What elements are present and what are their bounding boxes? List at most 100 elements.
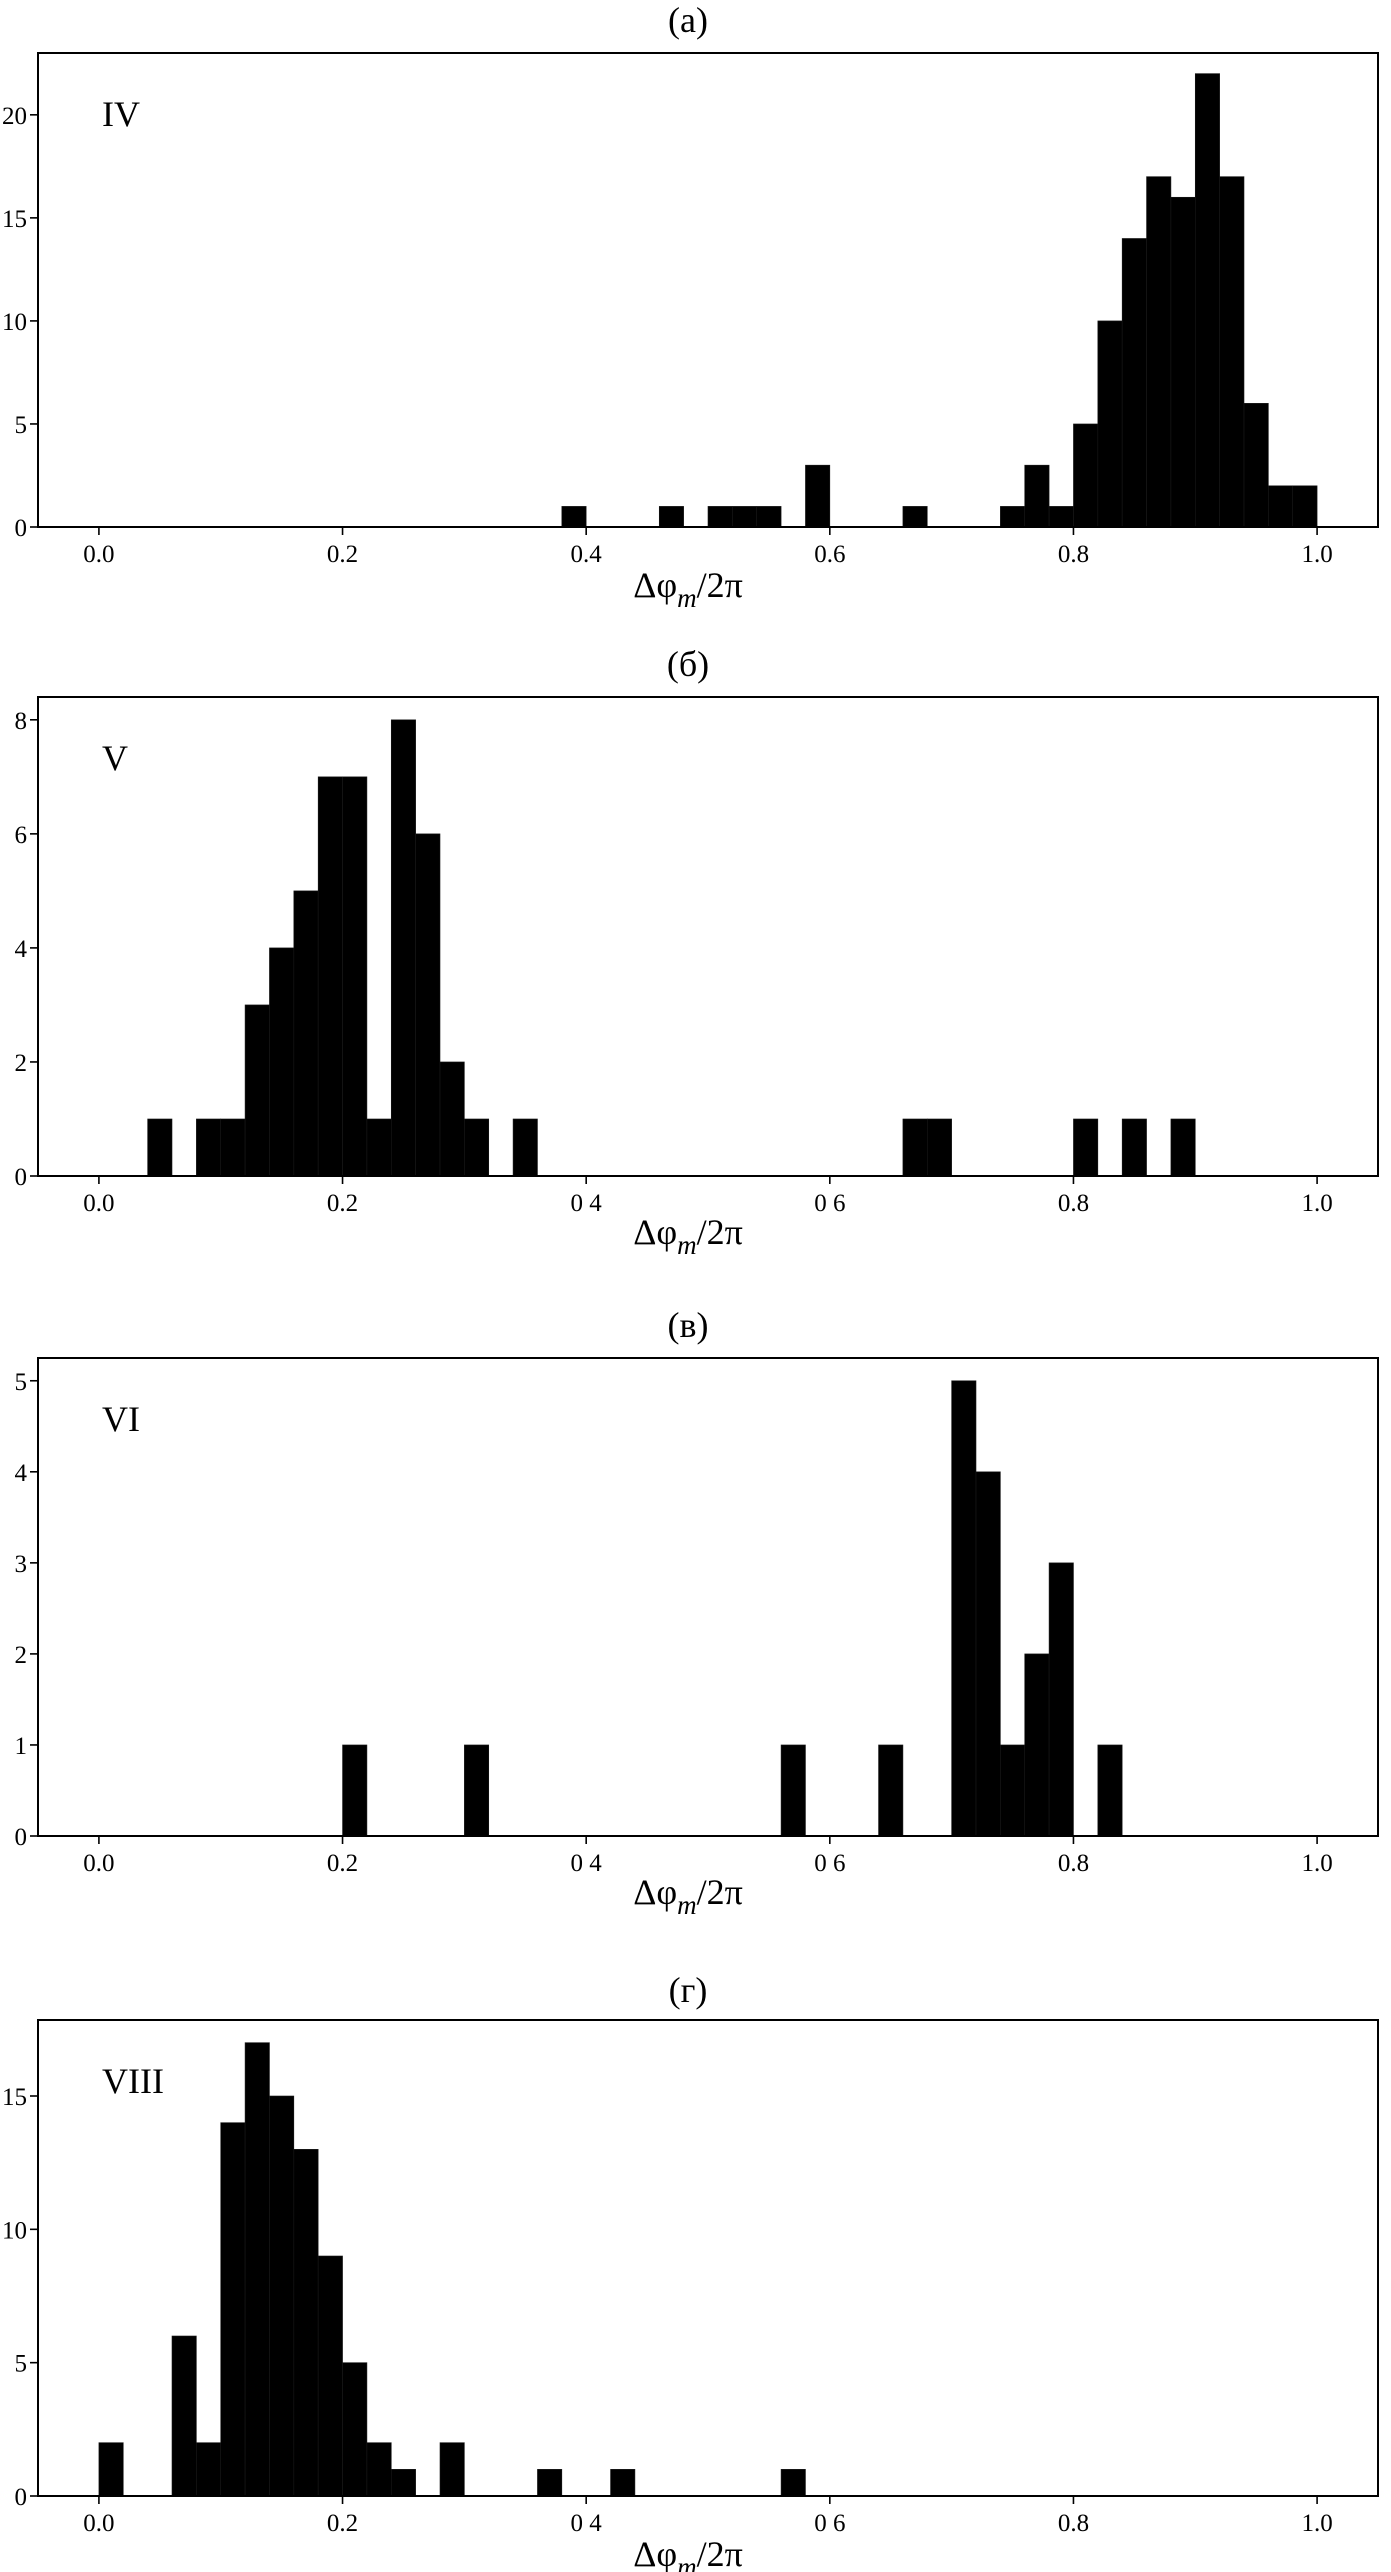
panel-label: VI [102,1399,140,1439]
panel-4: 0.0 0.2 0 4 0 6 0.8 1.0 0 5 10 15 (г) VIII Δφm/2π [2,1970,1379,2572]
y-tick-label: 8 [15,708,28,735]
y-tick-label: 20 [2,103,27,130]
histogram-bar [244,2042,270,2497]
histogram-bar [780,2469,806,2497]
histogram-bar [464,1118,490,1177]
histogram-bar [610,2469,636,2497]
histogram-bar [658,506,684,528]
axes-frame [37,1357,1379,1837]
histogram-bar [1073,1118,1099,1177]
x-tick-label: 0.0 [83,2510,114,2537]
y-tick-label: 6 [15,822,28,849]
histogram-bar [756,506,782,528]
x-tick-label: 0 6 [814,2510,845,2537]
x-tick-label: 0.0 [83,1190,114,1217]
histogram-bar [317,776,343,1177]
axes-frame [37,2019,1379,2497]
y-tick-label: 15 [2,2084,27,2111]
x-tick-label: 0 6 [814,1190,845,1217]
y-tick-label: 0 [15,2484,28,2511]
x-tick-label: 1.0 [1301,2510,1332,2537]
histogram-bar [1170,1118,1196,1177]
histogram-bar [1194,73,1220,528]
x-axis-label-subscript: m [677,583,697,613]
y-tick-label: 2 [15,1050,28,1077]
histogram-bar [1097,1744,1123,1837]
histogram-bar [1048,1562,1074,1837]
histogram-bar [415,833,441,1177]
histogram-bar [147,1118,173,1177]
histogram-bar [561,506,587,528]
histogram-bar [390,2469,416,2497]
histogram-bar [902,1118,928,1177]
histogram-bar [1024,464,1050,528]
y-tick-label: 4 [15,1460,28,1487]
histogram-bar [512,1118,538,1177]
histogram-bar [317,2255,343,2497]
y-tick-label: 5 [15,2351,28,2378]
histogram-bar [1170,196,1196,528]
x-tick-label: 0.0 [83,541,114,568]
histogram-bar [366,1118,392,1177]
x-tick-label: 0.8 [1058,541,1089,568]
x-tick-label: 0 6 [814,1850,845,1877]
histogram-bar [439,2442,465,2497]
histogram-bar [171,2335,197,2497]
histogram-bar [975,1471,1001,1837]
x-tick-label: 0 4 [571,1850,603,1877]
y-tick-label: 15 [2,206,27,233]
histogram-bar [1073,423,1099,528]
histogram-bar [902,506,928,528]
y-tick-label: 3 [15,1551,28,1578]
x-tick-label: 0 4 [571,2510,603,2537]
x-tick-label: 0.8 [1058,1850,1089,1877]
panel-title: (в) [668,1305,709,1345]
y-tick-label: 4 [15,936,28,963]
panel-title: (б) [667,644,709,684]
histogram-bar [220,2122,246,2497]
histogram-bar [244,1004,270,1177]
histogram-bar [732,506,758,528]
x-axis-label-rest: /2π [697,2534,743,2572]
histogram-bar [269,947,295,1177]
histogram-bar [196,1118,222,1177]
x-axis-label: Δφm/2π [633,2534,743,2572]
x-tick-label: 0.2 [327,1850,358,1877]
x-axis-label-rest: /2π [697,1872,743,1912]
y-tick-label: 1 [15,1733,28,1760]
histogram-bar [342,2362,368,2497]
x-axis-label-rest: /2π [697,565,743,605]
histogram-bar [293,2149,319,2497]
panel-label: IV [102,94,140,134]
x-tick-label: 0.4 [571,541,603,568]
histogram-bar [780,1744,806,1837]
panel-3: 0.0 0.2 0 4 0 6 0.8 1.0 0 1 2 3 4 5 (в) VI Δφm/2π [15,1305,1379,1920]
histogram-bar [366,2442,392,2497]
x-tick-label: 0.0 [83,1850,114,1877]
histogram-bar [220,1118,246,1177]
histogram-bar [926,1118,952,1177]
axes-frame [37,696,1379,1177]
panel-1: 0.0 0.2 0.4 0.6 0.8 1.0 0 5 10 15 20 (а) IV Δφm/2π [2,0,1379,613]
histogram-bar [1121,1118,1147,1177]
histogram-bar [293,890,319,1177]
x-axis-label-base: Δφ [633,1212,677,1252]
histogram-bar [805,464,831,528]
x-axis-label: Δφm/2π [633,565,743,613]
x-tick-label: 0.8 [1058,1190,1089,1217]
histogram-bar [537,2469,563,2497]
panel-label: V [102,738,128,778]
x-axis-label-subscript: m [677,1230,697,1260]
x-tick-label: 0.2 [327,1190,358,1217]
histogram-bar [269,2095,295,2497]
x-axis-label-rest: /2π [697,1212,743,1252]
x-axis-label-base: Δφ [633,1872,677,1912]
x-tick-label: 1.0 [1301,1850,1332,1877]
x-tick-label: 1.0 [1301,541,1332,568]
histogram-bar [1000,506,1026,528]
x-axis-label-base: Δφ [633,565,677,605]
histogram-bar [439,1061,465,1177]
histogram-bar [1097,320,1123,528]
x-tick-label: 0.2 [327,2510,358,2537]
panel-title: (г) [669,1970,708,2010]
